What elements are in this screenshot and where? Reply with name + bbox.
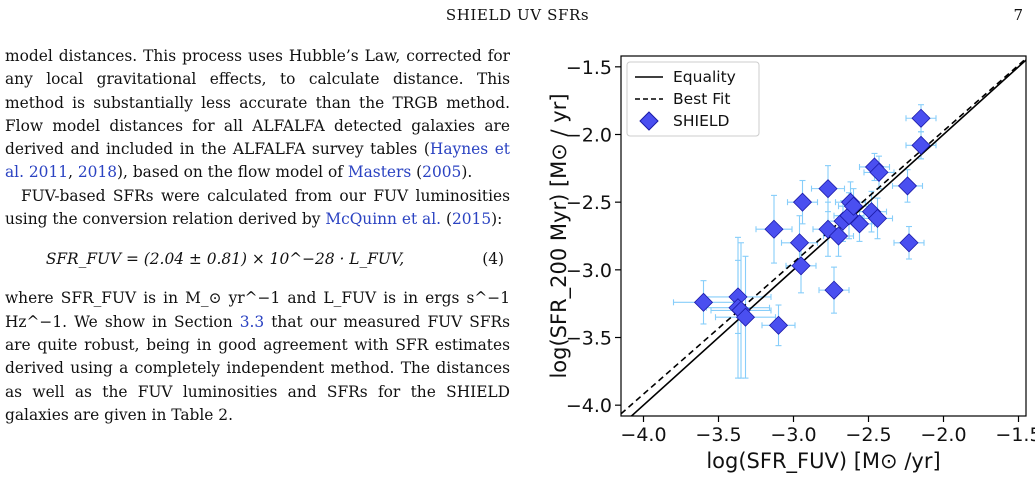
- equality-line: [630, 59, 1026, 416]
- paragraph-fuv-sfr: FUV-based SFRs were calculated from our …: [5, 185, 510, 232]
- data-point-shield-18: [849, 214, 870, 234]
- y-tick-label: −2.0: [566, 124, 612, 146]
- legend-label-best-fit: Best Fit: [673, 90, 730, 108]
- data-point-shield-26: [911, 135, 931, 155]
- x-tick-label: −3.0: [770, 424, 816, 446]
- x-tick-label: −2.5: [845, 424, 891, 446]
- running-head: SHIELD UV SFRs 7: [0, 6, 1035, 34]
- section-ref-link[interactable]: 3.3: [239, 312, 265, 331]
- y-tick-labels: −4.0 −3.5 −3.0 −2.5 −2.0 −1.5: [566, 57, 612, 417]
- citation-link-haynes[interactable]: Haynes et al. 2011: [5, 140, 510, 182]
- y-axis-title: log(SFR_200 Myr) [M⊙ / yr]: [548, 93, 572, 378]
- citation-link-haynes-2018[interactable]: 2018: [77, 163, 118, 182]
- data-point-shield-0: [693, 292, 714, 312]
- legend-label-equality: Equality: [673, 68, 736, 86]
- y-tick-label: −3.5: [566, 328, 612, 350]
- text-span: (: [411, 163, 423, 182]
- text-span: FUV-based SFRs were calculated from our …: [5, 186, 510, 229]
- data-point-shield-22: [867, 208, 888, 228]
- data-point-shield-25: [911, 108, 931, 128]
- data-point-shield-12: [824, 280, 844, 300]
- reference-lines-group: [621, 58, 1026, 416]
- text-span: ), based on the flow model of: [117, 163, 348, 182]
- y-tick-label: −3.0: [566, 260, 612, 282]
- equation-number: (4): [482, 250, 504, 269]
- data-point-shield-17: [843, 196, 864, 216]
- data-point-shield-8: [791, 256, 811, 276]
- text-span: ):: [491, 210, 503, 229]
- text-span: that our measured FUV SFRs are quite rob…: [5, 312, 510, 424]
- text-span: where SFR_FUV is in M_⊙ yr^−1 and L_FUV …: [5, 289, 510, 331]
- citation-link-masters-year[interactable]: 2005: [422, 163, 462, 182]
- paragraph-units: where SFR_FUV is in M_⊙ yr^−1 and L_FUV …: [5, 287, 510, 427]
- x-axis-title: log(SFR_FUV) [M⊙ /yr]: [706, 449, 940, 474]
- y-tick-label: −1.5: [566, 57, 612, 79]
- plot-frame: [620, 55, 1027, 417]
- data-point-shield-5: [768, 315, 789, 335]
- page-number: 7: [1013, 6, 1023, 24]
- data-point-shield-21: [869, 162, 889, 182]
- body-text-column: model distances. This process uses Hubbl…: [5, 45, 510, 492]
- text-span: model distances. This process uses Hubbl…: [5, 47, 510, 159]
- citation-link-masters[interactable]: Masters: [347, 163, 412, 182]
- legend-label-shield: SHIELD: [673, 112, 729, 130]
- text-span: (: [441, 210, 452, 229]
- axis-ticks-group: [615, 66, 1020, 422]
- data-point-shield-7: [789, 233, 810, 253]
- figure-sfr-comparison: −4.0 −3.5 −3.0 −2.5 −2.0 −1.5 −4.0 −3.5 −3.0 −2.…: [548, 42, 1035, 492]
- data-point-shield-10: [818, 179, 838, 199]
- data-point-shield-23: [897, 176, 918, 196]
- y-tick-label: −2.5: [566, 192, 612, 214]
- legend-box: [626, 61, 760, 137]
- text-span: ,: [68, 163, 78, 182]
- citation-link-mcquinn[interactable]: McQuinn et al.: [325, 210, 442, 229]
- paragraph-distance-method: model distances. This process uses Hubbl…: [5, 45, 510, 185]
- data-point-shield-9: [792, 192, 813, 212]
- x-tick-label: −2.0: [920, 424, 966, 446]
- running-title: SHIELD UV SFRs: [445, 6, 590, 24]
- citation-link-mcquinn-year[interactable]: 2015: [451, 210, 492, 229]
- legend-swatch-shield: [639, 111, 659, 131]
- x-tick-labels: −4.0 −3.5 −3.0 −2.5 −2.0 −1.5: [620, 424, 1035, 446]
- y-tick-label: −4.0: [566, 395, 612, 417]
- x-tick-label: −4.0: [620, 424, 666, 446]
- sfr-comparison-chart: −4.0 −3.5 −3.0 −2.5 −2.0 −1.5 −4.0 −3.5 −3.0 −2.…: [548, 55, 1035, 474]
- data-point-shield-4: [735, 307, 756, 327]
- equation-body: SFR_FUV = (2.04 ± 0.81) × 10^−28 · L_FUV…: [45, 250, 405, 269]
- x-tick-label: −1.5: [995, 424, 1035, 446]
- data-points-group: [693, 108, 931, 335]
- data-point-shield-24: [899, 233, 919, 253]
- x-tick-label: −3.5: [695, 424, 741, 446]
- text-span: ).: [461, 163, 473, 182]
- chart-legend: Equality Best Fit SHIELD: [626, 61, 760, 137]
- data-point-shield-13: [828, 226, 849, 246]
- equation-4: SFR_FUV = (2.04 ± 0.81) × 10^−28 · L_FUV…: [5, 237, 510, 283]
- data-point-shield-6: [764, 219, 784, 239]
